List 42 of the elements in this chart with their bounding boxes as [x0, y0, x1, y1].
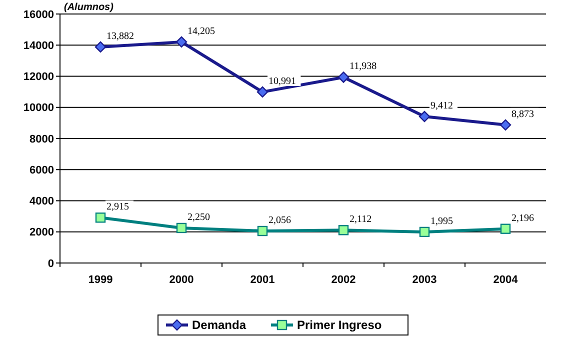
x-tick-label: 2002 — [331, 274, 356, 286]
data-label: 2,196 — [512, 212, 534, 224]
y-tick-label: 6000 — [30, 164, 54, 176]
data-label: 14,205 — [188, 26, 215, 37]
point — [500, 224, 511, 234]
data-label: 9,412 — [430, 100, 453, 112]
point — [94, 41, 106, 53]
data-label: 2,112 — [350, 214, 372, 226]
data-label: 2,250 — [188, 212, 210, 223]
x-tick-label: 1999 — [88, 274, 113, 286]
x-tick-label: 2003 — [412, 274, 437, 286]
y-tick-label: 0 — [48, 258, 54, 270]
x-tick-label: 2000 — [169, 274, 194, 286]
y-axis-title: (Alumnos) — [64, 2, 114, 13]
data-label: 8,873 — [512, 108, 534, 120]
point — [418, 110, 430, 122]
data-label: 2,056 — [268, 215, 291, 226]
data-label: 2,915 — [106, 202, 129, 213]
legend-label: Primer Ingreso — [297, 318, 382, 332]
y-tick-label: 2000 — [30, 226, 54, 239]
data-label: 1,995 — [430, 216, 453, 227]
point — [338, 72, 350, 83]
point — [257, 226, 268, 236]
y-tick-label: 12000 — [23, 71, 54, 84]
y-tick-label: 16000 — [23, 8, 54, 21]
point — [419, 226, 430, 238]
x-tick-label: 2001 — [250, 274, 275, 286]
legend-label: Demanda — [192, 318, 246, 332]
y-tick-label: 10000 — [23, 102, 54, 114]
point — [176, 222, 187, 234]
x-tick-label: 2004 — [493, 274, 519, 286]
point — [500, 119, 512, 131]
y-tick-label: 8000 — [30, 133, 54, 146]
point — [95, 212, 106, 223]
data-label: 13,882 — [106, 30, 134, 42]
y-tick-label: 4000 — [30, 196, 54, 208]
point — [338, 225, 349, 236]
data-label: 10,991 — [268, 76, 296, 87]
point — [256, 86, 268, 98]
point — [176, 36, 188, 48]
y-tick-label: 14000 — [23, 40, 54, 52]
data-label: 11,938 — [350, 61, 377, 72]
